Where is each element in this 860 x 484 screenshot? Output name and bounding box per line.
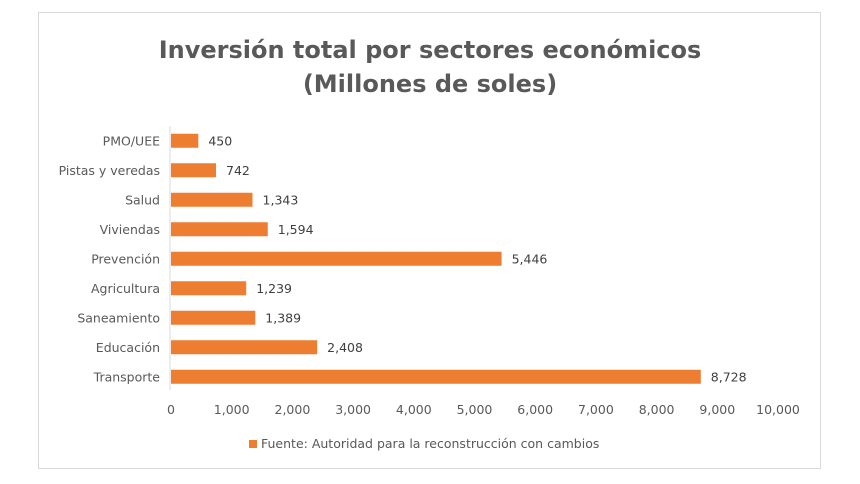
legend-label: Fuente: Autoridad para la reconstrucción… [261,436,599,451]
x-tick-label: 0 [167,402,175,417]
data-label: 2,408 [327,340,363,355]
bar [171,340,318,355]
bar [171,281,247,296]
data-label: 5,446 [512,251,548,266]
bar [171,310,256,325]
data-label: 8,728 [711,369,747,384]
data-label: 450 [208,133,232,148]
x-tick-label: 8,000 [639,402,675,417]
data-label: 1,239 [256,281,292,296]
bar [171,192,253,207]
category-label: Agricultura [91,281,160,296]
category-label: Saneamiento [77,310,160,325]
category-label: Salud [125,192,160,207]
data-label: 1,594 [278,222,314,237]
data-label: 1,389 [265,310,301,325]
bar [171,251,502,266]
legend-swatch [249,440,257,448]
x-tick-label: 9,000 [699,402,735,417]
bar [171,133,199,148]
chart-subtitle: (Millones de soles) [303,70,557,98]
data-label: 742 [226,163,250,178]
chart-frame [38,12,821,469]
x-tick-label: 4,000 [396,402,432,417]
bar [171,222,268,237]
category-label: Pistas y veredas [59,163,160,178]
x-tick-label: 2,000 [275,402,311,417]
category-label: Educación [96,340,160,355]
data-label: 1,343 [263,192,299,207]
category-label: Prevención [91,251,160,266]
chart-title: Inversión total por sectores económicos [159,36,702,64]
category-label: Viviendas [100,222,160,237]
x-tick-label: 1,000 [214,402,250,417]
x-tick-label: 7,000 [578,402,614,417]
category-label: Transporte [93,369,161,384]
x-tick-label: 3,000 [335,402,371,417]
x-tick-label: 5,000 [457,402,493,417]
bar [171,369,701,384]
bar [171,163,217,178]
category-label: PMO/UEE [103,133,160,148]
x-tick-label: 10,000 [756,402,800,417]
x-tick-label: 6,000 [517,402,553,417]
